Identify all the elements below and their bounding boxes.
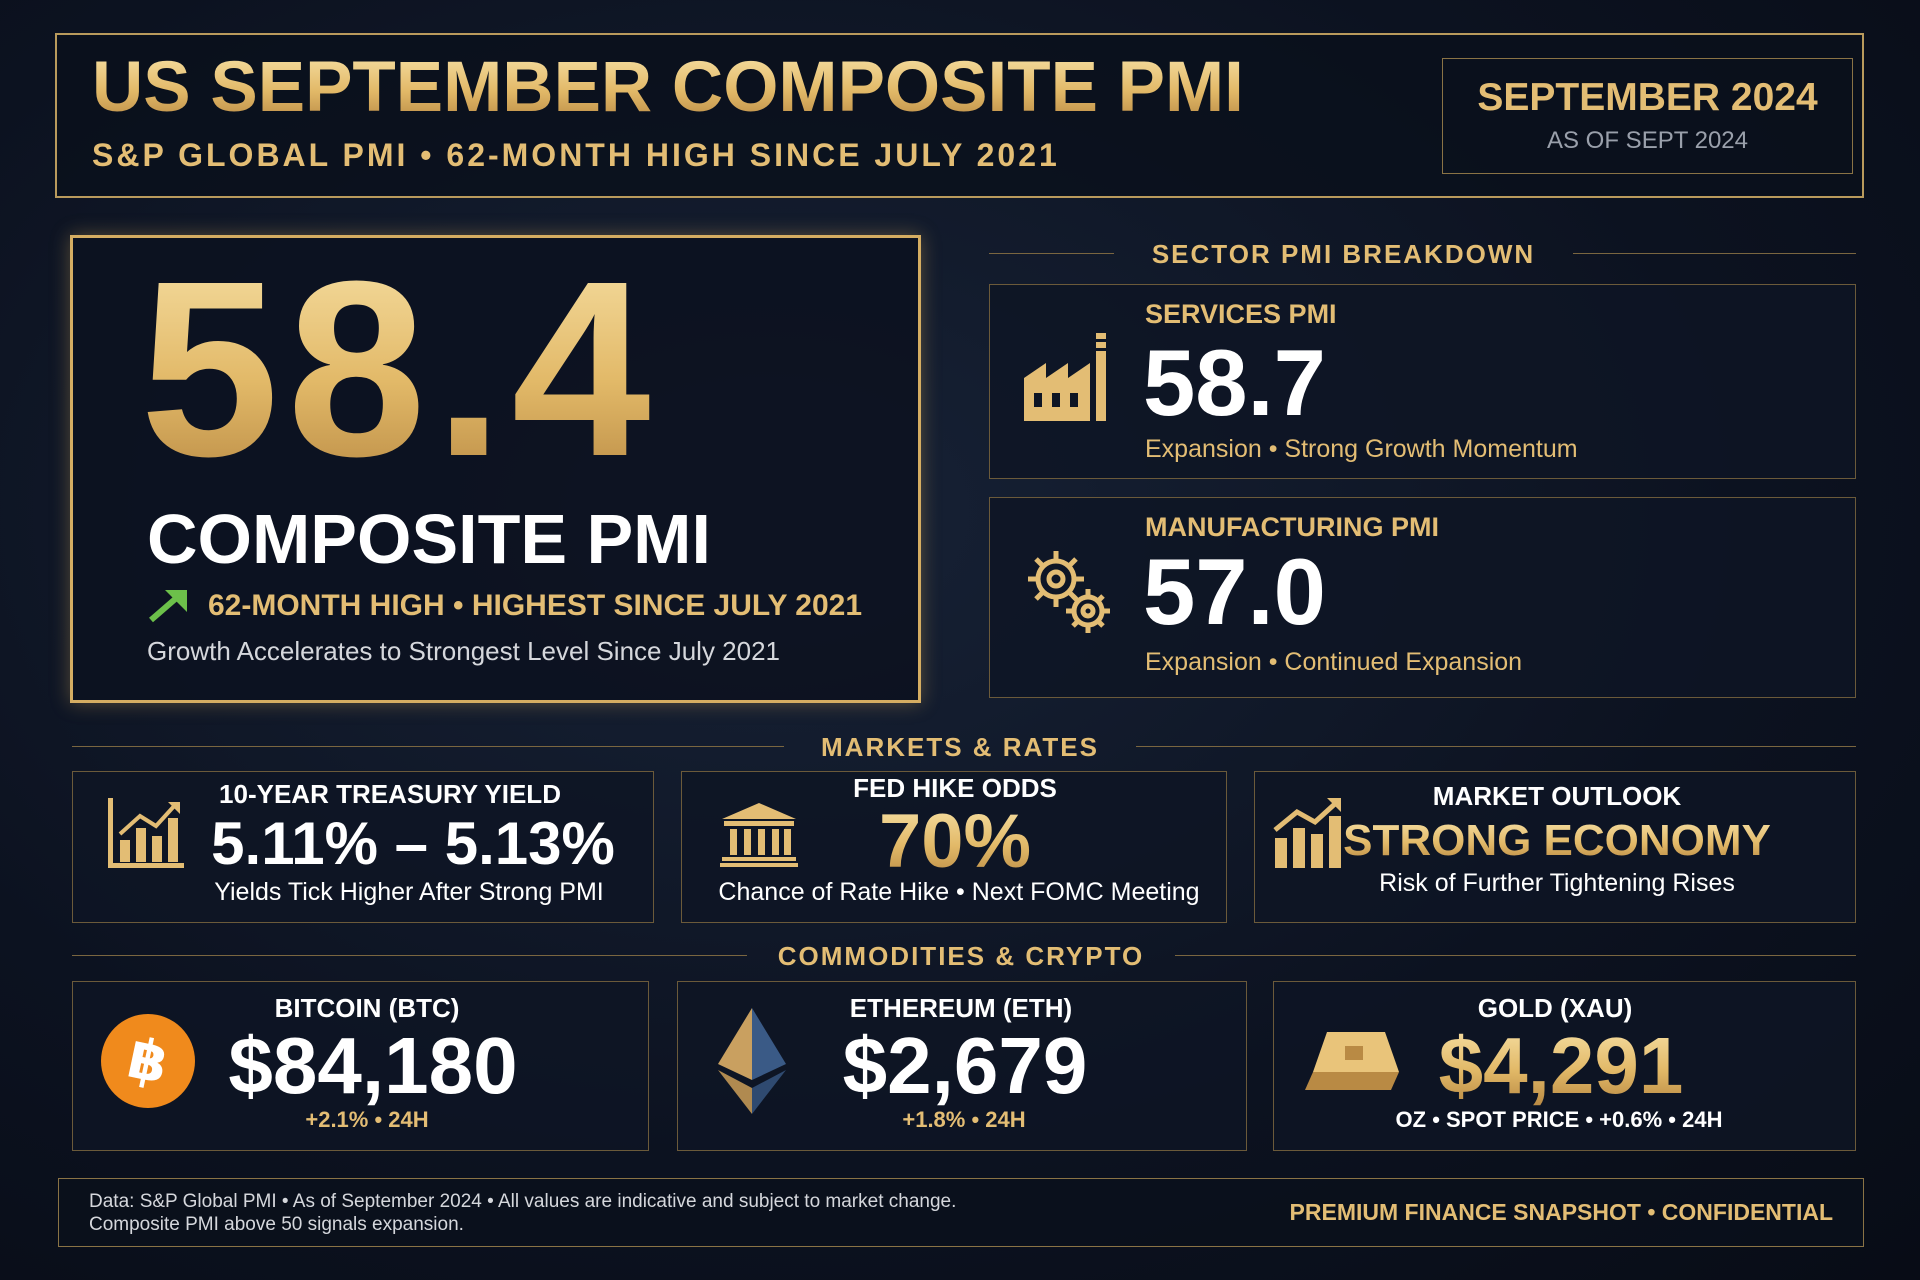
ethereum-icon [718, 1008, 786, 1114]
sector-label: SERVICES PMI [1145, 299, 1337, 329]
footer-tag: PREMIUM FINANCE SNAPSHOT • CONFIDENTIAL [1289, 1199, 1833, 1225]
outlook-card [1254, 771, 1856, 923]
market-note: Chance of Rate Hike • Next FOMC Meeting [718, 878, 1200, 906]
asset-value: $2,679 [842, 1021, 1088, 1110]
factory-icon [1024, 333, 1106, 421]
gold-bar-icon [1305, 1032, 1399, 1090]
section-heading: SECTOR PMI BREAKDOWN [1151, 239, 1536, 269]
footer-note: Composite PMI above 50 signals expansion… [89, 1214, 464, 1235]
divider [1573, 253, 1856, 254]
composite-panel [70, 235, 921, 703]
asset-label: BITCOIN (BTC) [274, 993, 460, 1023]
asset-change: OZ • SPOT PRICE • +0.6% • 24H [1395, 1107, 1723, 1132]
treasury-card [72, 771, 654, 923]
bank-icon [720, 803, 798, 867]
market-note: Yields Tick Higher After Strong PMI [214, 878, 604, 906]
market-value: 70% [755, 804, 1155, 880]
sector-note: Expansion • Strong Growth Momentum [1145, 435, 1578, 463]
asset-value: $4,291 [1361, 1026, 1761, 1106]
bitcoin-icon: ฿ [101, 1014, 195, 1108]
sector-note: Expansion • Continued Expansion [1145, 648, 1523, 676]
sector-value: 58.7 [1143, 330, 1326, 435]
market-note: Risk of Further Tightening Rises [1379, 869, 1735, 897]
header-panel [55, 33, 1864, 198]
manufacturing-card [989, 497, 1856, 698]
chart-icon [108, 798, 184, 868]
as-of: AS OF SEPT 2024 [1547, 127, 1748, 154]
divider [72, 955, 747, 956]
asset-change: +2.1% • 24H [305, 1107, 429, 1132]
divider [989, 253, 1114, 254]
market-label: FED HIKE ODDS [853, 773, 1057, 803]
divider [1175, 955, 1856, 956]
section-heading: COMMODITIES & CRYPTO [777, 941, 1145, 971]
title: US SEPTEMBER COMPOSITE PMI [92, 48, 1244, 127]
sector-label: MANUFACTURING PMI [1145, 512, 1439, 542]
asset-value: $84,180 [228, 1021, 518, 1110]
sector-value: 57.0 [1143, 539, 1326, 644]
market-value: STRONG ECONOMY [1307, 819, 1807, 863]
composite-note: Growth Accelerates to Strongest Level Si… [147, 636, 781, 666]
footer-note: Data: S&P Global PMI • As of September 2… [89, 1191, 957, 1212]
market-label: MARKET OUTLOOK [1432, 781, 1682, 811]
subtitle: S&P GLOBAL PMI • 62-MONTH HIGH SINCE JUL… [92, 137, 1060, 173]
asset-label: ETHEREUM (ETH) [849, 993, 1073, 1023]
date-panel [1442, 58, 1853, 174]
date: SEPTEMBER 2024 [1477, 76, 1818, 119]
asset-label: GOLD (XAU) [1477, 993, 1633, 1023]
services-card [989, 284, 1856, 479]
growth-icon [1273, 798, 1341, 868]
market-label: 10-YEAR TREASURY YIELD [219, 779, 561, 809]
composite-highlight: 62-MONTH HIGH • HIGHEST SINCE JULY 2021 [208, 589, 863, 622]
fed-card [681, 771, 1227, 923]
section-heading: MARKETS & RATES [821, 732, 1099, 762]
composite-value: 58.4 [140, 229, 659, 508]
gears-icon [1028, 551, 1110, 633]
divider [1136, 746, 1856, 747]
asset-change: +1.8% • 24H [902, 1107, 1026, 1132]
divider [72, 746, 784, 747]
composite-label: COMPOSITE PMI [147, 500, 711, 578]
up-arrow-icon [149, 590, 187, 623]
footer-panel [58, 1178, 1864, 1247]
market-value: 5.11% – 5.13% [211, 810, 615, 877]
